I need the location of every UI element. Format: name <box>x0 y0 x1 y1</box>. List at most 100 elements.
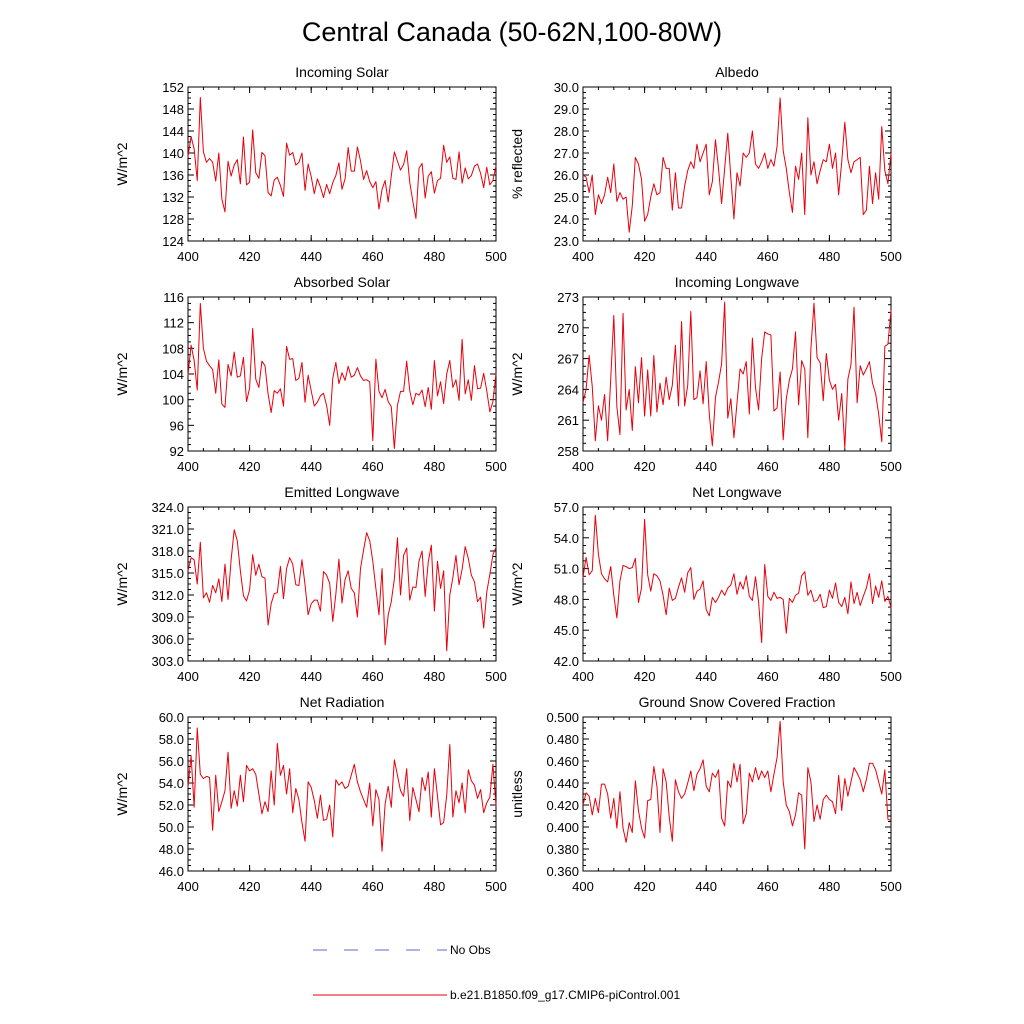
y-tick-label: 24.0 <box>554 212 579 227</box>
x-tick-label: 500 <box>880 669 902 684</box>
series-line <box>187 96 497 219</box>
y-tick-label: 132 <box>162 190 184 205</box>
x-tick-label: 440 <box>695 879 717 894</box>
x-tick-label: 440 <box>695 669 717 684</box>
panel: Incoming Longwave W/m^2 400 420 440 460 480 500… <box>509 274 902 474</box>
plot-frame <box>582 86 892 242</box>
figure-title: Central Canada (50-62N,100-80W) <box>302 17 722 47</box>
y-axis-label: W/m^2 <box>114 772 130 815</box>
x-tick-label: 400 <box>572 669 594 684</box>
x-tick-label: 500 <box>880 459 902 474</box>
plot-frame <box>582 296 892 452</box>
y-tick-label: 273 <box>557 290 579 305</box>
x-tick-label: 420 <box>634 669 656 684</box>
y-tick-label: 128 <box>162 212 184 227</box>
series-line <box>187 727 497 852</box>
x-tick-label: 400 <box>572 879 594 894</box>
y-tick-label: 136 <box>162 168 184 183</box>
y-tick-label: 51.0 <box>554 562 579 577</box>
y-tick-label: 46.0 <box>159 864 184 879</box>
x-tick-label: 440 <box>695 249 717 264</box>
series-line <box>582 97 892 233</box>
y-tick-label: 0.460 <box>546 754 579 769</box>
panel-title: Albedo <box>715 64 759 80</box>
x-tick-label: 500 <box>880 879 902 894</box>
x-tick-label: 480 <box>424 459 446 474</box>
x-tick-label: 460 <box>757 879 779 894</box>
y-axis-label: W/m^2 <box>114 352 130 395</box>
y-tick-label: 306.0 <box>151 632 184 647</box>
x-tick-label: 440 <box>300 249 322 264</box>
x-tick-label: 420 <box>239 669 261 684</box>
panel-title: Incoming Solar <box>295 64 389 80</box>
series-line <box>582 720 892 850</box>
y-tick-label: 54.0 <box>554 531 579 546</box>
x-tick-label: 500 <box>485 249 507 264</box>
x-tick-label: 440 <box>300 669 322 684</box>
x-tick-label: 420 <box>634 249 656 264</box>
y-tick-label: 0.360 <box>546 864 579 879</box>
x-tick-label: 500 <box>485 879 507 894</box>
panel-title: Absorbed Solar <box>294 274 391 290</box>
y-tick-label: 50.0 <box>159 820 184 835</box>
y-tick-label: 270 <box>557 321 579 336</box>
y-tick-label: 0.400 <box>546 820 579 835</box>
y-tick-label: 315.0 <box>151 566 184 581</box>
panel: Net Radiation W/m^2 400 420 440 460 480 500 46.0… <box>114 694 507 894</box>
y-axis-label: W/m^2 <box>509 562 525 605</box>
y-tick-label: 324.0 <box>151 500 184 515</box>
y-tick-label: 108 <box>162 341 184 356</box>
series-line <box>582 514 892 644</box>
x-tick-label: 400 <box>572 459 594 474</box>
x-tick-label: 440 <box>695 459 717 474</box>
x-tick-label: 480 <box>819 249 841 264</box>
x-tick-label: 460 <box>757 249 779 264</box>
x-tick-label: 480 <box>424 669 446 684</box>
y-tick-label: 23.0 <box>554 234 579 249</box>
y-tick-label: 58.0 <box>159 732 184 747</box>
x-tick-label: 400 <box>177 249 199 264</box>
panel: Absorbed Solar W/m^2 400 420 440 460 480 500 92 9… <box>114 274 507 474</box>
panel-title: Emitted Longwave <box>284 484 399 500</box>
y-tick-label: 264 <box>557 382 579 397</box>
panel: Incoming Solar W/m^2 400 420 440 460 480 500 124… <box>114 64 507 264</box>
y-tick-label: 42.0 <box>554 654 579 669</box>
x-tick-label: 400 <box>177 669 199 684</box>
x-tick-label: 420 <box>239 249 261 264</box>
x-tick-label: 460 <box>362 459 384 474</box>
x-tick-label: 460 <box>362 669 384 684</box>
series-line <box>582 301 892 449</box>
y-tick-label: 0.420 <box>546 798 579 813</box>
y-axis-label: W/m^2 <box>114 142 130 185</box>
x-tick-label: 460 <box>757 459 779 474</box>
y-tick-label: 0.440 <box>546 776 579 791</box>
y-tick-label: 100 <box>162 393 184 408</box>
y-tick-label: 60.0 <box>159 710 184 725</box>
y-tick-label: 28.0 <box>554 124 579 139</box>
x-tick-label: 420 <box>239 879 261 894</box>
x-tick-label: 500 <box>485 669 507 684</box>
x-tick-label: 500 <box>485 459 507 474</box>
x-tick-label: 400 <box>572 249 594 264</box>
plot-frame <box>582 506 892 662</box>
plot-frame <box>187 86 497 242</box>
y-tick-label: 303.0 <box>151 654 184 669</box>
y-tick-label: 116 <box>163 290 184 305</box>
panel-title: Incoming Longwave <box>675 274 800 290</box>
panels: Incoming Solar W/m^2 400 420 440 460 480 500 124… <box>114 64 902 894</box>
y-tick-label: 0.500 <box>546 710 579 725</box>
y-tick-label: 321.0 <box>151 522 184 537</box>
y-tick-label: 92 <box>170 444 184 459</box>
y-tick-label: 140 <box>162 146 184 161</box>
y-tick-label: 148 <box>162 102 184 117</box>
y-tick-label: 54.0 <box>159 776 184 791</box>
x-tick-label: 400 <box>177 879 199 894</box>
panel: Emitted Longwave W/m^2 400 420 440 460 480 500 3… <box>114 484 507 684</box>
y-tick-label: 144 <box>162 124 184 139</box>
x-tick-label: 480 <box>819 669 841 684</box>
legend-label-model: b.e21.B1850.f09_g17.CMIP6-piControl.001 <box>450 988 680 1002</box>
y-axis-label: W/m^2 <box>114 562 130 605</box>
x-tick-label: 440 <box>300 879 322 894</box>
legend-label-no-obs: No Obs <box>450 943 491 957</box>
